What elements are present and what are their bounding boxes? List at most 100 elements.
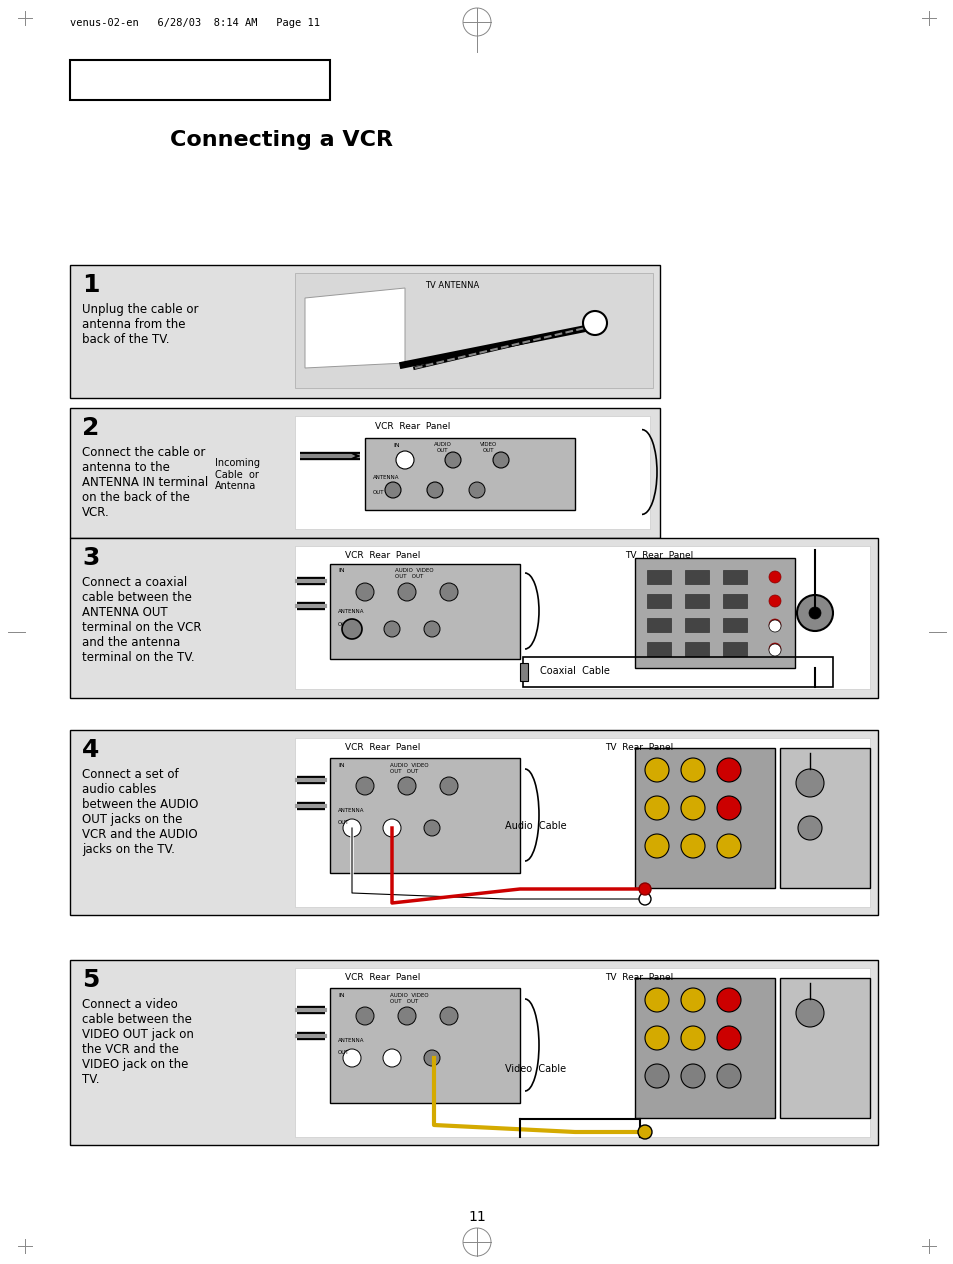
Polygon shape [305,288,405,368]
Bar [684,594,708,608]
Circle shape [397,583,416,600]
Circle shape [493,453,509,468]
Text: IN: IN [337,994,344,999]
Bar [646,642,670,656]
Text: Connect the cable or
antenna to the
ANTENNA IN terminal
on the back of the
VCR.: Connect the cable or antenna to the ANTE… [82,446,208,520]
Circle shape [344,621,359,637]
Circle shape [644,1026,668,1050]
Bar [684,570,708,584]
Circle shape [427,482,442,498]
Text: TV  Rear  Panel: TV Rear Panel [624,551,693,560]
Text: 3: 3 [82,546,99,570]
Circle shape [768,643,781,656]
Circle shape [717,758,740,782]
Bar [330,564,519,659]
Circle shape [768,643,781,655]
Circle shape [439,583,457,600]
Circle shape [768,571,781,583]
Circle shape [680,988,704,1012]
Text: Connect a coaxial
cable between the
ANTENNA OUT
terminal on the VCR
and the ante: Connect a coaxial cable between the ANTE… [82,576,201,664]
Bar [684,618,708,632]
Circle shape [423,1050,439,1066]
Circle shape [717,1064,740,1088]
Circle shape [384,621,399,637]
Bar [330,988,519,1103]
Bar [646,570,670,584]
Text: OUT: OUT [373,490,384,495]
Circle shape [680,758,704,782]
Bar [722,642,746,656]
Text: Unplug the cable or
antenna from the
back of the TV.: Unplug the cable or antenna from the bac… [82,303,198,346]
Circle shape [717,1026,740,1050]
Bar [522,657,832,688]
Circle shape [644,988,668,1012]
Bar [294,738,869,908]
Circle shape [638,1125,651,1139]
Circle shape [423,621,439,637]
Circle shape [382,819,400,837]
Circle shape [355,777,374,795]
Text: AUDIO  VIDEO
OUT   OUT: AUDIO VIDEO OUT OUT [395,568,434,579]
Circle shape [469,482,484,498]
Bar [294,968,869,1138]
Circle shape [680,1026,704,1050]
Circle shape [355,583,374,600]
Circle shape [797,817,821,841]
Text: TV  Rear  Panel: TV Rear Panel [604,743,673,752]
Bar [635,978,774,1117]
Bar [635,557,794,667]
Text: VCR  Rear  Panel: VCR Rear Panel [345,551,420,560]
Circle shape [582,311,606,335]
Circle shape [768,621,781,632]
Text: VCR  Rear  Panel: VCR Rear Panel [345,743,420,752]
Bar [70,59,330,100]
Text: ANTENNA: ANTENNA [373,475,399,480]
Circle shape [397,777,416,795]
Circle shape [680,796,704,820]
Text: 1: 1 [82,273,99,297]
Text: Incoming
Cable  or
Antenna: Incoming Cable or Antenna [214,458,260,492]
Text: ANTENNA: ANTENNA [337,808,364,813]
Text: OUT: OUT [337,820,349,825]
Text: OUT: OUT [337,1050,349,1055]
Circle shape [768,595,781,607]
Circle shape [644,796,668,820]
Circle shape [639,884,650,895]
Text: VCR  Rear  Panel: VCR Rear Panel [375,422,450,431]
Bar [70,265,659,398]
Text: AUDIO  VIDEO
OUT   OUT: AUDIO VIDEO OUT OUT [390,994,428,1004]
Circle shape [808,607,821,619]
Bar [70,959,877,1145]
Bar [70,731,877,915]
Bar [722,618,746,632]
Circle shape [795,769,823,798]
Bar [646,618,670,632]
Text: 2: 2 [82,416,99,440]
Text: VIDEO
OUT: VIDEO OUT [480,442,497,453]
Text: OUT: OUT [337,622,349,627]
Text: Coaxial  Cable: Coaxial Cable [539,666,609,676]
Text: TV  Rear  Panel: TV Rear Panel [604,973,673,982]
Circle shape [768,619,781,631]
Bar [294,416,649,530]
Text: Connecting a VCR: Connecting a VCR [170,130,393,150]
Circle shape [397,1007,416,1025]
Circle shape [644,834,668,858]
Text: AUDIO  VIDEO
OUT   OUT: AUDIO VIDEO OUT OUT [390,763,428,774]
Circle shape [795,999,823,1026]
Text: IN: IN [394,442,400,447]
Circle shape [639,892,650,905]
Text: Video  Cable: Video Cable [504,1064,565,1074]
Bar [70,408,659,538]
Circle shape [796,595,832,631]
Circle shape [395,451,414,469]
Text: Audio  Cable: Audio Cable [504,820,566,830]
Bar [519,664,527,681]
Text: ANTENNA: ANTENNA [337,609,364,614]
Bar [330,758,519,873]
Bar [780,978,869,1117]
Circle shape [382,1049,400,1067]
Text: 11: 11 [468,1210,485,1224]
Circle shape [717,988,740,1012]
Circle shape [439,1007,457,1025]
